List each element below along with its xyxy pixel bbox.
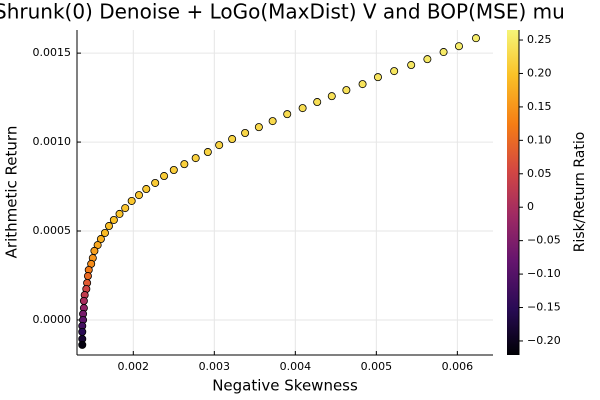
point	[203, 148, 212, 157]
point	[268, 117, 277, 126]
y-tick-label: 0.0000	[33, 313, 72, 326]
colorbar-tick-label: −0.20	[527, 334, 561, 347]
point	[105, 222, 114, 231]
point	[151, 178, 160, 187]
point	[228, 135, 237, 144]
point	[471, 34, 480, 43]
point	[142, 185, 151, 194]
point	[407, 61, 416, 70]
x-tick-label: 0.006	[442, 360, 474, 373]
point	[191, 154, 200, 163]
point	[96, 235, 105, 244]
colorbar-tick-label: 0.15	[527, 100, 552, 113]
colorbar-tick-label: 0.10	[527, 133, 552, 146]
point	[160, 172, 169, 181]
point	[423, 55, 432, 64]
point	[358, 80, 367, 89]
y-tick-label: 0.0005	[33, 224, 72, 237]
x-tick-label: 0.002	[118, 360, 150, 373]
colorbar-tick-label: −0.05	[527, 234, 561, 247]
point	[390, 67, 399, 76]
colorbar-tick-label: −0.15	[527, 301, 561, 314]
point	[79, 296, 88, 305]
x-tick-label: 0.004	[280, 360, 312, 373]
point	[241, 128, 250, 137]
colorbar-tick-label: 0.05	[527, 167, 552, 180]
point	[90, 246, 99, 255]
x-tick-label: 0.005	[361, 360, 393, 373]
point	[254, 123, 263, 132]
point	[127, 196, 136, 205]
point	[121, 204, 130, 213]
point	[373, 73, 382, 82]
point	[342, 86, 351, 95]
colorbar-tick-label: 0	[527, 200, 534, 213]
point	[215, 141, 224, 150]
point	[100, 228, 109, 237]
point	[439, 48, 448, 57]
point	[298, 104, 307, 113]
chart-title: Shrunk(0) Denoise + LoGo(MaxDist) V and …	[0, 0, 565, 24]
y-tick-label: 0.0015	[33, 46, 72, 59]
point	[169, 165, 178, 174]
point	[180, 160, 189, 169]
colorbar-tick-label: 0.20	[527, 66, 552, 79]
colorbar-label: Risk/Return Ratio	[572, 132, 588, 253]
y-tick-label: 0.0010	[33, 135, 72, 148]
y-axis-label: Arithmetic Return	[3, 126, 21, 259]
point	[454, 42, 463, 51]
point	[134, 191, 143, 200]
x-tick-label: 0.003	[199, 360, 231, 373]
point	[109, 215, 118, 224]
colorbar-tick-label: −0.10	[527, 267, 561, 280]
point	[283, 110, 292, 119]
point	[78, 340, 87, 349]
point	[115, 209, 124, 218]
point	[83, 272, 92, 281]
point	[78, 327, 87, 336]
colorbar-tick-label: 0.25	[527, 33, 552, 46]
colorbar	[507, 30, 519, 355]
x-axis-label: Negative Skewness	[212, 377, 358, 395]
point	[327, 92, 336, 101]
point	[313, 98, 322, 107]
